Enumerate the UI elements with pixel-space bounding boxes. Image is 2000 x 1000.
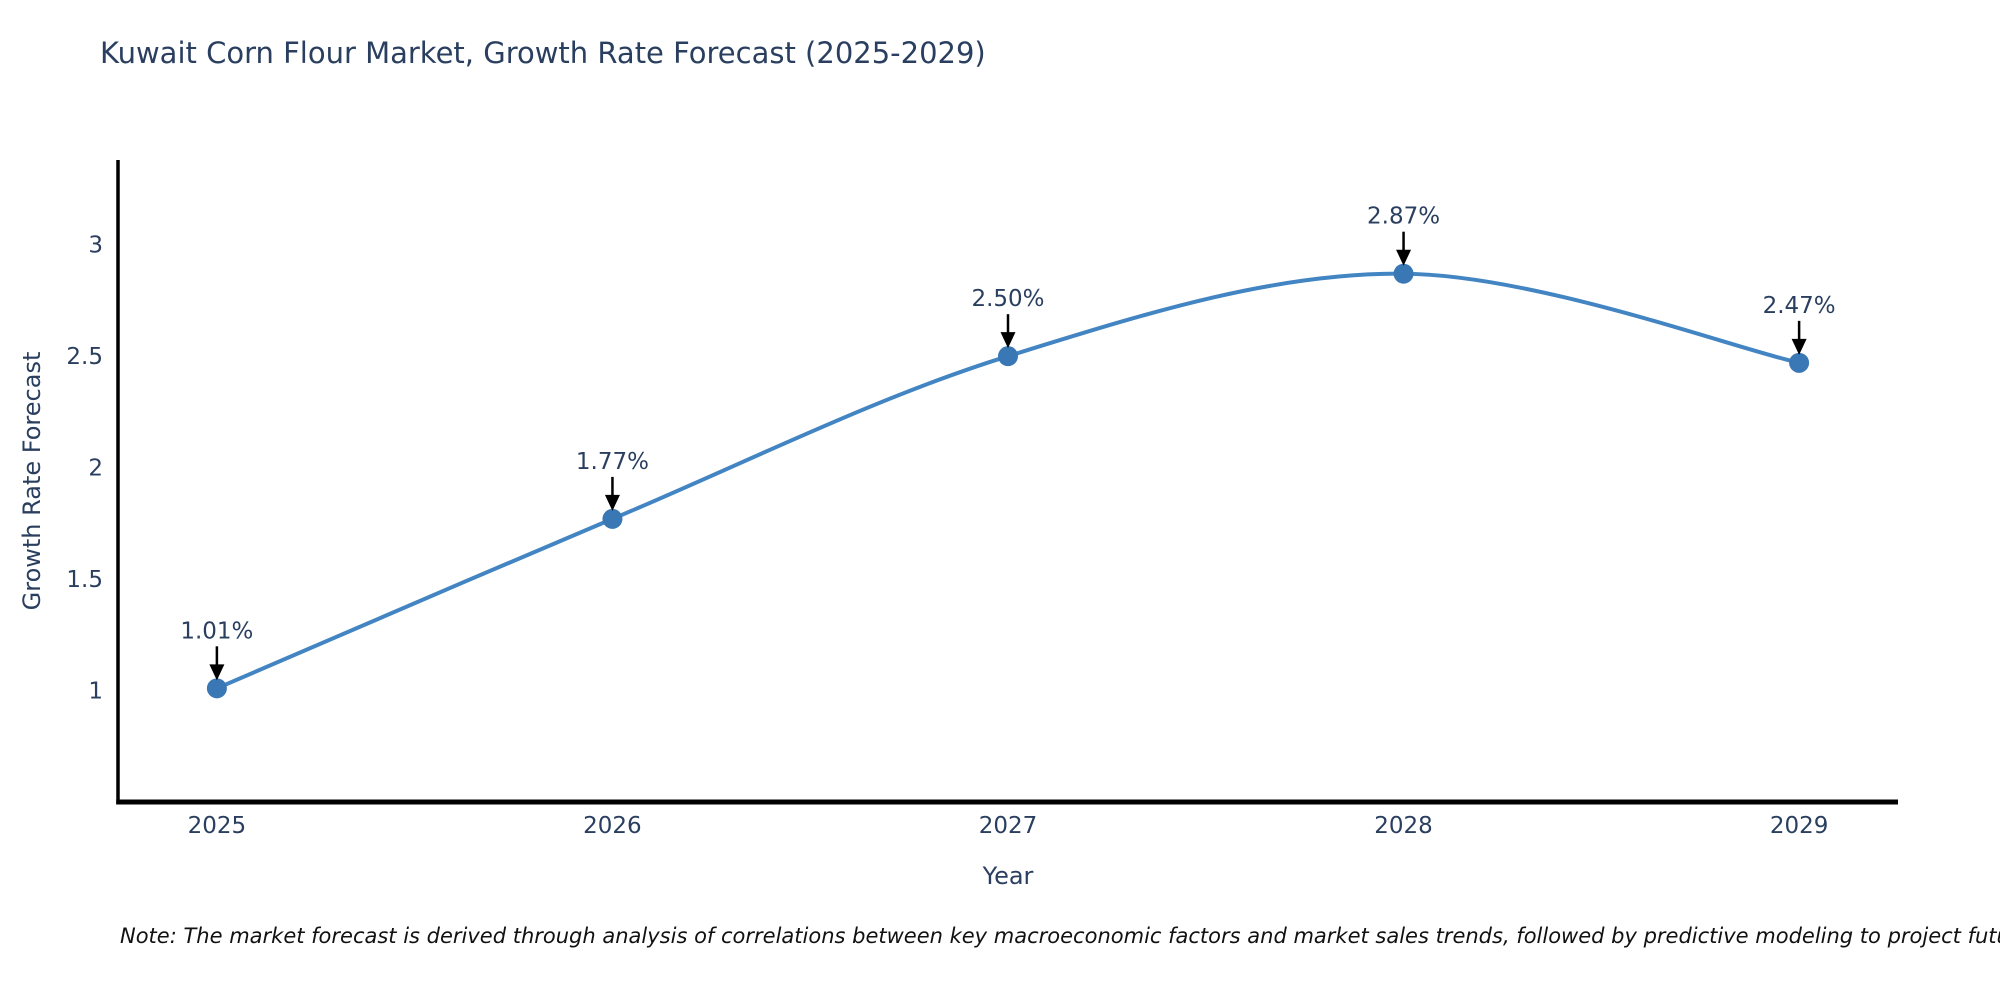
y-tick-label: 1 xyxy=(88,679,103,705)
y-tick-label: 1.5 xyxy=(66,567,103,593)
annotation-arrowhead xyxy=(1791,338,1807,355)
annotation-arrowhead xyxy=(1396,249,1412,266)
data-point-marker xyxy=(206,678,227,699)
annotation-arrowhead xyxy=(209,664,225,681)
x-tick-label: 2028 xyxy=(1374,813,1433,839)
data-point-marker xyxy=(998,346,1018,367)
annotation-label: 2.47% xyxy=(1763,293,1836,319)
data-point-marker xyxy=(1393,263,1414,284)
x-tick-label: 2027 xyxy=(979,813,1038,839)
y-axis-title: Growth Rate Forecast xyxy=(18,351,46,611)
x-tick-label: 2029 xyxy=(1770,813,1829,839)
annotation-label: 2.50% xyxy=(971,286,1044,312)
annotation-arrowhead xyxy=(604,494,620,511)
annotation-label: 1.77% xyxy=(576,449,649,475)
annotation-label: 1.01% xyxy=(180,618,253,644)
chart-title: Kuwait Corn Flour Market, Growth Rate Fo… xyxy=(100,36,986,70)
y-tick-label: 3 xyxy=(88,233,103,259)
annotation-label: 2.87% xyxy=(1367,204,1440,230)
data-point-marker xyxy=(1789,352,1810,373)
y-tick-label: 2 xyxy=(88,456,103,482)
x-axis-title: Year xyxy=(982,862,1034,890)
y-tick-label: 2.5 xyxy=(66,344,103,370)
x-tick-label: 2026 xyxy=(583,813,642,839)
footnote: Note: The market forecast is derived thr… xyxy=(120,924,2000,948)
x-tick-label: 2025 xyxy=(188,813,247,839)
data-point-marker xyxy=(602,508,623,529)
annotation-arrowhead xyxy=(1000,332,1016,349)
